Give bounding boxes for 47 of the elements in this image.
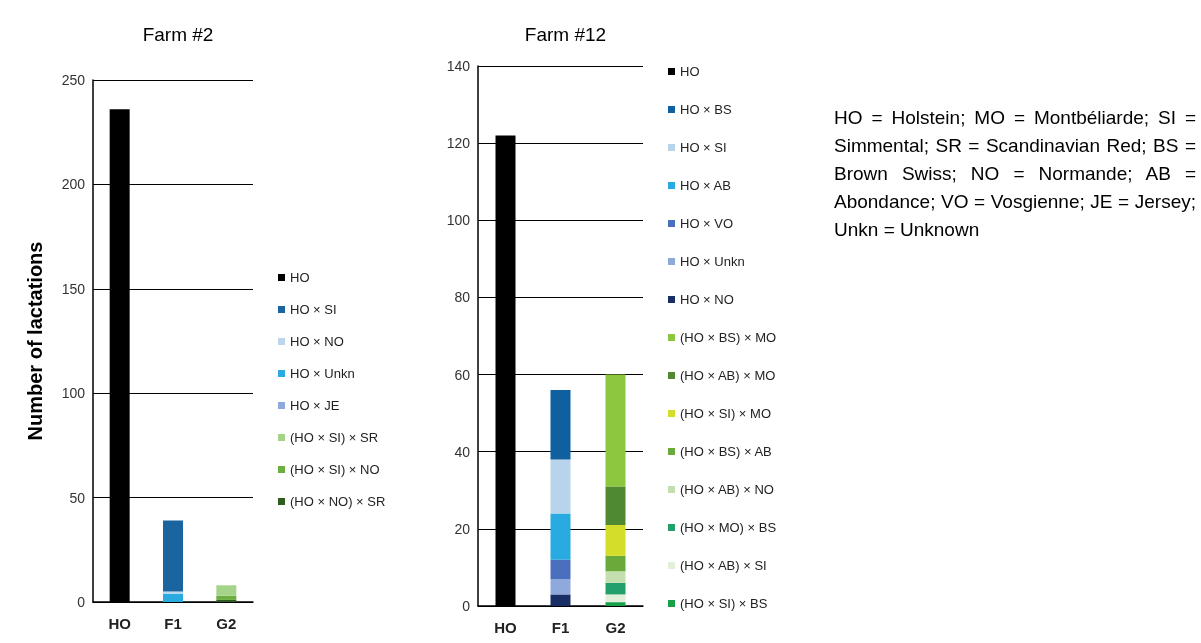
x-tick-label: G2: [605, 619, 626, 636]
x-tick-label: HO: [108, 615, 132, 632]
y-tick-label: 100: [61, 385, 86, 402]
legend-label: (HO × SI) × NO: [290, 462, 380, 477]
x-tick-label: F1: [164, 615, 182, 632]
y-tick-label: 120: [446, 135, 471, 152]
legend-label: (HO × AB) × SI: [680, 558, 767, 573]
text: HO = Holstein; MO = Montbéliarde; SI = Simmental; SR = Scandinavian Red; BS = Brown Swiss; NO = Normande; AB = Abondance; VO = Vosgienne; JE = Jersey; Unkn = Unknown: [834, 106, 1196, 242]
legend-label: (HO × AB) × MO: [680, 368, 776, 383]
legend-label: (HO × SI) × SR: [290, 430, 379, 445]
y-tick-label: 100: [446, 212, 471, 229]
legend-label: HO × AB: [680, 178, 731, 193]
legend-label: (HO × BS) × AB: [680, 444, 772, 459]
legend-label: (HO × MO) × BS: [680, 520, 777, 535]
legend-label: HO: [680, 64, 700, 79]
legend-label: (HO × NO) × SR: [290, 494, 386, 509]
y-tick-label: 140: [446, 58, 471, 74]
y-axis-title: Number of lactations: [24, 241, 46, 441]
legend-label: HO × SI: [290, 302, 337, 317]
legend-label: HO × Unkn: [680, 254, 745, 269]
y-tick-label: 80: [454, 289, 471, 306]
legend-label: HO × BS: [680, 102, 732, 117]
y-tick-label: 250: [61, 72, 86, 88]
x-tick-label: HO: [494, 619, 518, 636]
legend-label: HO: [290, 270, 310, 285]
chart-title: Farm #12: [524, 24, 607, 45]
y-tick-label: 60: [454, 366, 471, 383]
y-tick-label: 40: [454, 443, 471, 460]
x-tick-label: G2: [216, 615, 237, 632]
x-tick-label: F1: [551, 619, 570, 636]
y-tick-label: 0: [462, 598, 471, 614]
legend-label: HO × Unkn: [290, 366, 355, 381]
y-tick-label: 150: [61, 280, 86, 297]
legend-label: (HO × SI) × MO: [680, 406, 772, 421]
y-tick-label: 0: [77, 594, 86, 610]
legend-label: (HO × AB) × NO: [680, 482, 774, 497]
legend-label: (HO × BS) × MO: [680, 330, 777, 345]
legend-label: HO × NO: [680, 292, 734, 307]
legend-label: (HO × SI) × BS: [680, 596, 768, 611]
y-tick-label: 20: [454, 520, 471, 537]
chart-title: Farm #2: [142, 24, 214, 45]
legend-label: HO × SI: [680, 140, 727, 155]
y-tick-label: 50: [69, 489, 86, 506]
legend-label: HO × JE: [290, 398, 340, 413]
legend-label: HO × NO: [290, 334, 344, 349]
y-tick-label: 200: [61, 176, 86, 193]
legend-label: HO × VO: [680, 216, 734, 231]
